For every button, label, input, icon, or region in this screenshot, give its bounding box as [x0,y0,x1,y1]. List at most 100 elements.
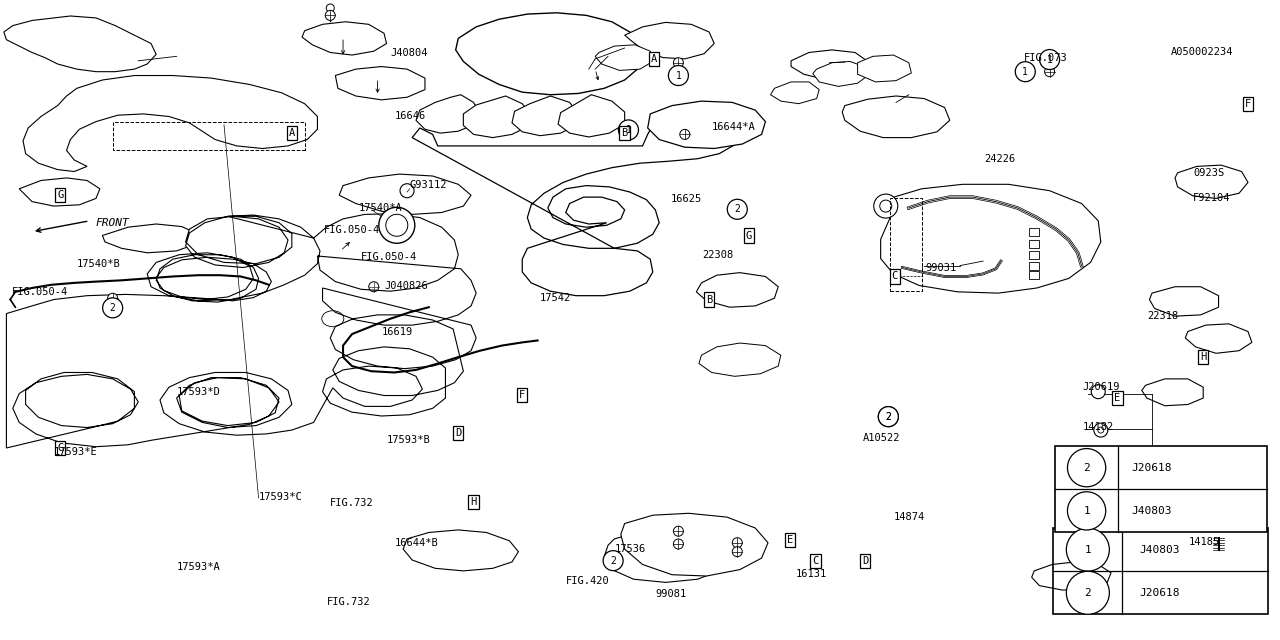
Text: 16646: 16646 [394,111,425,121]
Text: F: F [1245,99,1251,109]
Text: G: G [58,190,63,200]
Text: B: B [707,294,712,305]
Polygon shape [699,343,781,376]
Polygon shape [604,530,730,582]
Circle shape [1044,58,1055,68]
Text: J20619: J20619 [1083,382,1120,392]
Text: 16644*B: 16644*B [394,538,438,548]
Text: 17593*E: 17593*E [54,447,97,457]
Polygon shape [648,101,765,148]
Circle shape [603,550,623,571]
Text: C: C [813,556,818,566]
Bar [1053,528,1268,614]
Text: A050002234: A050002234 [1171,47,1234,57]
Text: FIG.420: FIG.420 [566,576,609,586]
Text: J20618: J20618 [1139,588,1180,598]
Circle shape [673,70,684,81]
Circle shape [108,302,118,312]
Polygon shape [1175,165,1248,198]
Text: FRONT: FRONT [96,218,129,228]
Text: 14185: 14185 [1189,537,1220,547]
Circle shape [673,526,684,536]
Text: 16625: 16625 [671,194,701,204]
Circle shape [1068,449,1106,487]
Polygon shape [558,95,625,137]
Polygon shape [403,530,518,571]
Text: 2: 2 [110,303,115,313]
Text: A10522: A10522 [863,433,900,443]
Text: 17542: 17542 [540,293,571,303]
Text: 99081: 99081 [655,589,686,599]
Polygon shape [621,513,768,576]
Text: 2: 2 [611,556,616,566]
Text: 17540*B: 17540*B [77,259,120,269]
Circle shape [379,207,415,243]
Text: D: D [863,556,868,566]
Polygon shape [791,50,868,79]
Circle shape [1039,49,1060,70]
Polygon shape [335,67,425,100]
Polygon shape [302,22,387,55]
Polygon shape [6,214,476,448]
Text: G: G [58,443,63,453]
Circle shape [680,129,690,140]
Text: 17536: 17536 [614,544,645,554]
Text: A: A [652,54,657,64]
Circle shape [1044,67,1055,77]
Polygon shape [456,13,643,95]
Circle shape [1066,572,1110,614]
Text: 1: 1 [676,70,681,81]
Circle shape [727,199,748,220]
Polygon shape [416,95,480,133]
Text: 1: 1 [1083,506,1091,516]
Text: 16131: 16131 [796,569,827,579]
Text: 2: 2 [886,412,891,422]
Bar [1029,262,1039,269]
Circle shape [1092,385,1105,399]
Circle shape [325,10,335,20]
Polygon shape [339,174,471,214]
Polygon shape [1142,379,1203,406]
Bar [113,122,305,150]
Text: 2: 2 [886,412,891,422]
Polygon shape [463,96,531,138]
Text: A: A [289,128,294,138]
Text: FIG.050-4: FIG.050-4 [324,225,380,235]
Text: H: H [471,497,476,508]
Text: 14874: 14874 [893,512,924,522]
Circle shape [102,298,123,318]
Polygon shape [813,61,868,86]
Polygon shape [842,96,950,138]
Text: 17593*B: 17593*B [387,435,430,445]
Bar [1029,241,1039,248]
Text: FIG.050-4: FIG.050-4 [361,252,417,262]
Circle shape [673,58,684,68]
Circle shape [1068,492,1106,530]
Bar [1029,271,1039,279]
Polygon shape [595,45,653,70]
Bar [890,198,922,291]
Circle shape [673,539,684,549]
Text: 2: 2 [1083,463,1091,473]
Circle shape [732,538,742,548]
Text: 1: 1 [1047,54,1052,65]
Bar [1055,446,1267,532]
Text: 1: 1 [626,125,631,135]
Text: C: C [892,271,897,282]
Circle shape [878,406,899,427]
Text: G93112: G93112 [410,180,447,190]
Text: FIG.732: FIG.732 [330,498,374,508]
Text: F92104: F92104 [1193,193,1230,203]
Text: 16644*A: 16644*A [712,122,755,132]
Circle shape [618,120,639,140]
Polygon shape [512,96,579,136]
Text: 22308: 22308 [703,250,733,260]
Text: J040826: J040826 [384,281,428,291]
Polygon shape [625,22,714,59]
Polygon shape [23,76,317,172]
Bar [1029,228,1039,236]
Text: D: D [456,428,461,438]
Text: J40803: J40803 [1139,545,1180,555]
Polygon shape [102,224,198,253]
Text: 17540*A: 17540*A [358,203,402,213]
